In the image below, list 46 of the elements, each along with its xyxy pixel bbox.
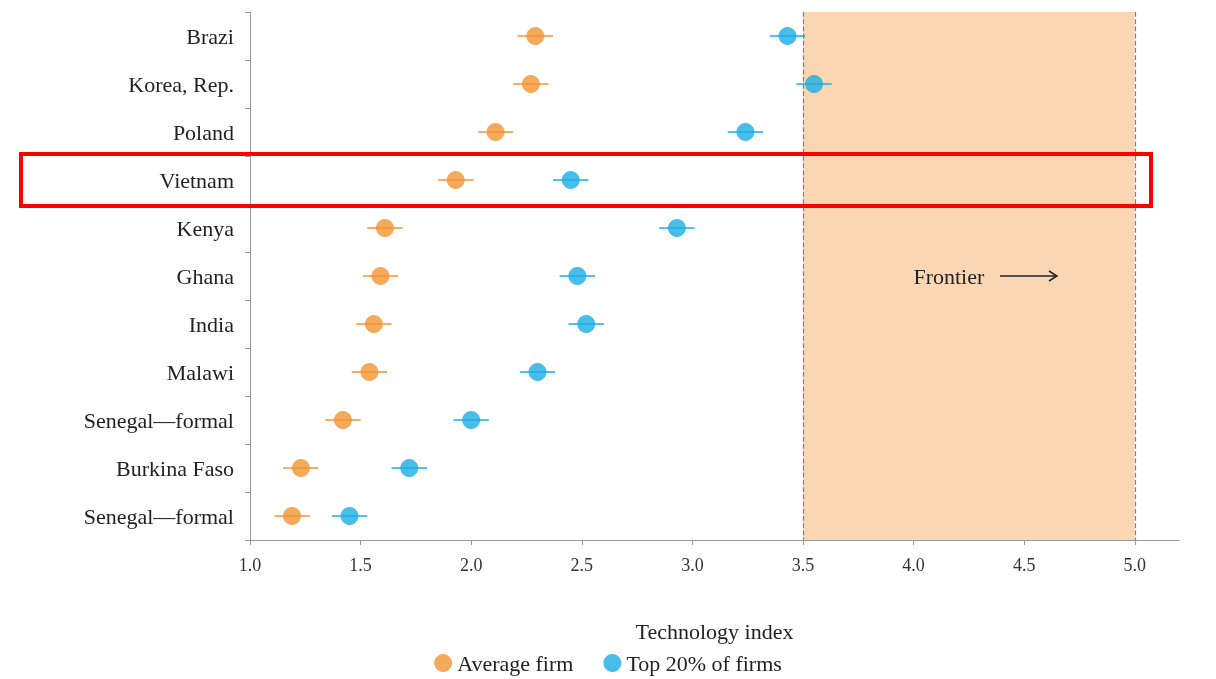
- point: [528, 363, 547, 381]
- legend-label: Average firm: [457, 650, 574, 676]
- y-tick-label: Ghana: [176, 263, 235, 289]
- x-tick-label: 2.0: [459, 555, 483, 575]
- point: [371, 267, 390, 285]
- point: [462, 411, 481, 429]
- x-tick-label: 1.0: [238, 555, 262, 575]
- point: [283, 507, 302, 525]
- point: [486, 123, 505, 141]
- x-tick-label: 1.5: [349, 555, 372, 575]
- point: [561, 171, 580, 189]
- point: [446, 171, 465, 189]
- y-tick-label: Malawi: [166, 359, 234, 385]
- y-tick-label: Kenya: [176, 215, 235, 241]
- y-tick-label: Poland: [172, 119, 234, 145]
- point: [667, 219, 686, 237]
- point: [568, 267, 587, 285]
- y-tick-label: Senegal—formal: [83, 407, 234, 433]
- x-tick-label: 5.0: [1123, 555, 1147, 575]
- y-tick-label: India: [188, 311, 235, 337]
- point: [340, 507, 359, 525]
- point: [291, 459, 310, 477]
- y-tick-label: Burkina Faso: [116, 455, 234, 481]
- point: [400, 459, 419, 477]
- point: [778, 27, 797, 45]
- legend-label: Top 20% of firms: [626, 650, 782, 676]
- point: [333, 411, 352, 429]
- point: [375, 219, 394, 237]
- y-tick-label: Vietnam: [159, 167, 234, 193]
- x-tick-label: 4.5: [1012, 555, 1036, 575]
- x-tick-label: 3.5: [791, 555, 815, 575]
- y-tick-label: Senegal—formal: [83, 503, 234, 529]
- x-tick-label: 2.5: [570, 555, 594, 575]
- point: [577, 315, 596, 333]
- y-tick-label: Brazi: [186, 23, 234, 49]
- point: [805, 75, 824, 93]
- point: [360, 363, 379, 381]
- point: [736, 123, 755, 141]
- y-tick-label: Korea, Rep.: [128, 71, 234, 97]
- x-tick-label: 3.0: [681, 555, 704, 575]
- x-tick-label: 4.0: [902, 555, 925, 575]
- point: [521, 75, 540, 93]
- x-axis-title: Technology index: [635, 618, 794, 644]
- point: [364, 315, 383, 333]
- band-label: Frontier: [913, 263, 985, 289]
- point: [526, 27, 545, 45]
